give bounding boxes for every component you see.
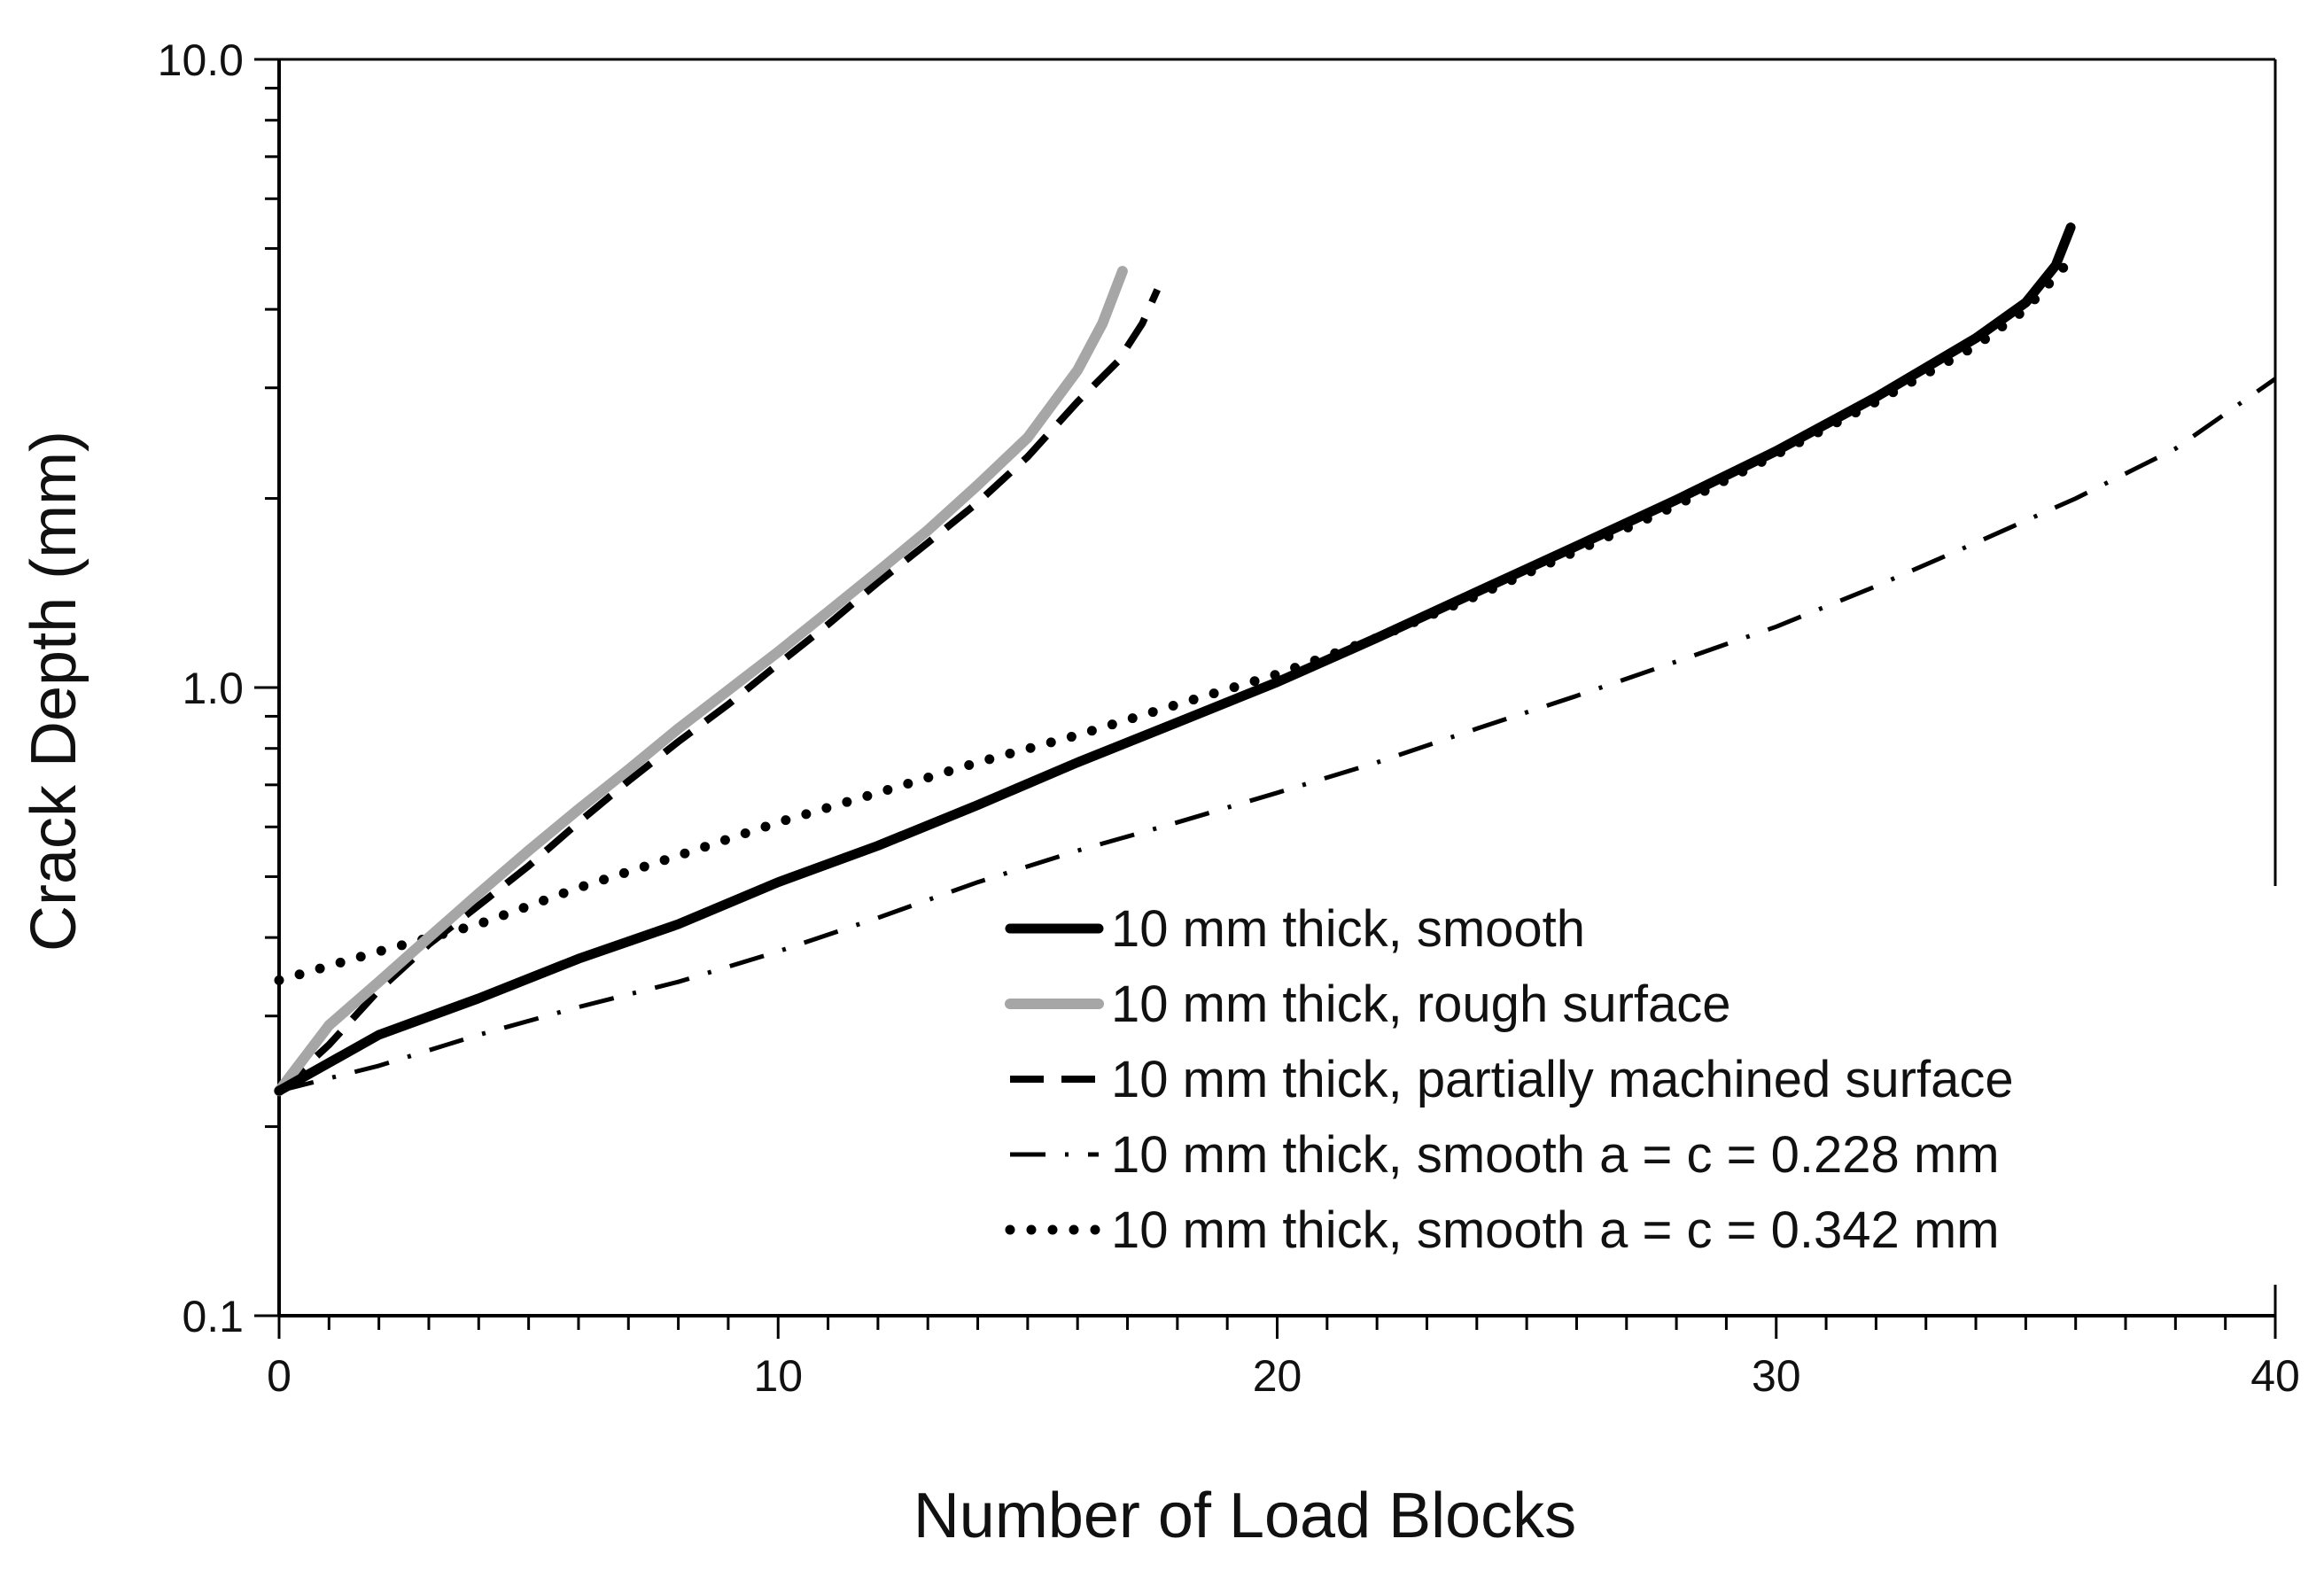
legend-label-1: 10 mm thick, smooth	[1111, 900, 1585, 958]
y-axis-title: Crack Depth (mm)	[19, 431, 89, 952]
series-layer	[274, 222, 2277, 1097]
x-tick-label: 0	[267, 1351, 291, 1401]
series-line-1	[274, 222, 2076, 1096]
series-line-3	[276, 288, 1161, 1094]
x-tick-label: 40	[2250, 1351, 2300, 1401]
y-axis-ticks: 0.1 1.0 10.0	[158, 35, 279, 1341]
y-tick-label: 1.0	[182, 664, 244, 713]
x-tick-label: 10	[753, 1351, 803, 1401]
series-line-2	[274, 266, 1128, 1097]
x-tick-label: 20	[1253, 1351, 1302, 1401]
legend: 10 mm thick, smooth 10 mm thick, rough su…	[1005, 900, 2014, 1259]
legend-label-3: 10 mm thick, partially machined surface	[1111, 1051, 2014, 1108]
y-tick-label: 0.1	[182, 1292, 244, 1341]
series-line-4	[278, 377, 2277, 1093]
x-axis-ticks: 0 10 20 30 40	[267, 1316, 2300, 1401]
legend-label-2: 10 mm thick, rough surface	[1111, 975, 1731, 1033]
x-axis-title: Number of Load Blocks	[913, 1481, 1576, 1551]
legend-label-5: 10 mm thick, smooth a = c = 0.342 mm	[1111, 1201, 2000, 1259]
y-tick-label: 10.0	[158, 35, 244, 85]
legend-background	[983, 886, 2295, 1285]
x-tick-label: 30	[1752, 1351, 1801, 1401]
legend-label-4: 10 mm thick, smooth a = c = 0.228 mm	[1111, 1126, 2000, 1184]
